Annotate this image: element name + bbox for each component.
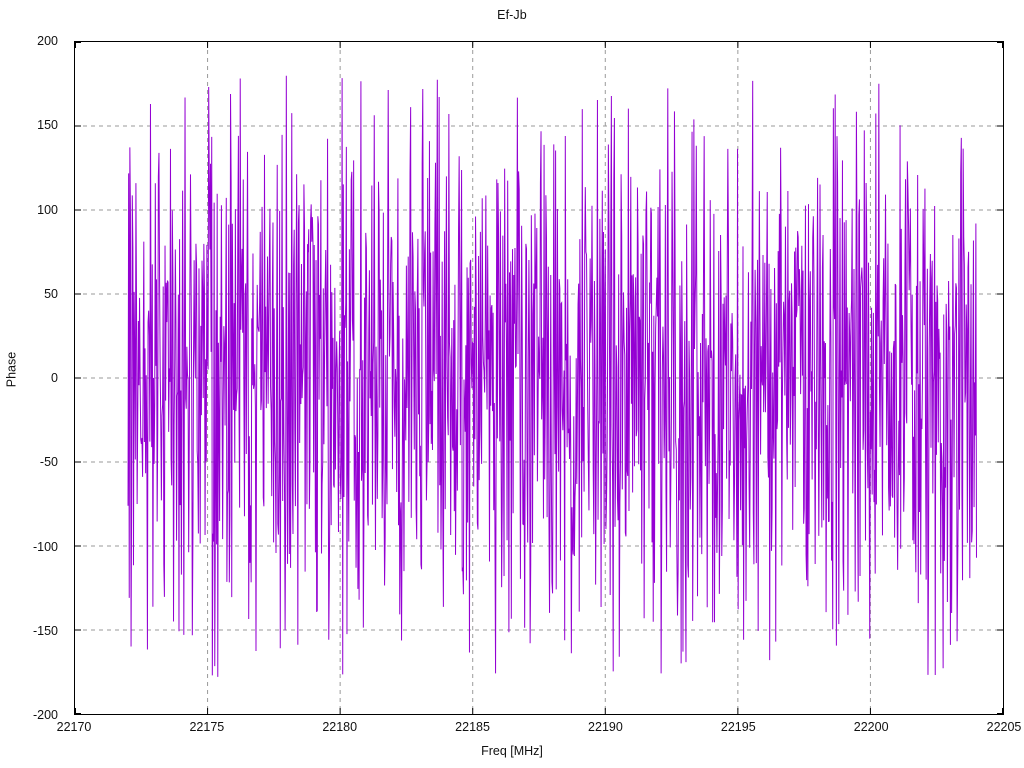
x-tick-label: 22200 <box>853 720 889 734</box>
axis-tick-marks <box>75 42 1003 714</box>
y-tick-label: -200 <box>32 708 58 722</box>
x-tick-label: 22205 <box>986 720 1022 734</box>
x-axis-title: Freq [MHz] <box>481 744 543 758</box>
x-tick-label: 22180 <box>322 720 358 734</box>
tick-marks <box>75 42 1003 714</box>
tick-svg <box>75 42 1003 714</box>
y-tick-label: 150 <box>37 118 58 133</box>
plot-area <box>74 41 1004 715</box>
y-axis-tick-labels: -200 -150 -100 -50 0 50 100 150 200 <box>0 34 68 722</box>
y-tick-label: -50 <box>39 455 58 470</box>
x-tick-label: 22170 <box>56 720 92 734</box>
y-tick-label: 200 <box>37 34 58 48</box>
x-tick-label: 22185 <box>455 720 490 734</box>
y-tick-label: -100 <box>32 539 58 554</box>
y-axis-title: Phase <box>4 351 19 388</box>
y-tick-label: 0 <box>51 371 58 385</box>
x-tick-label: 22175 <box>189 720 225 734</box>
series-ef-jb-phase <box>128 76 976 677</box>
y-tick-label: 100 <box>37 202 58 217</box>
x-tick-label: 22190 <box>588 720 623 734</box>
series-svg <box>75 42 1003 714</box>
x-axis-tick-labels: 22170 22175 22180 22185 22190 22195 22200 22205 <box>0 720 1024 738</box>
y-tick-label: 50 <box>44 286 58 301</box>
y-tick-label: -150 <box>32 623 58 638</box>
x-tick-label: 22195 <box>720 720 756 734</box>
data-trace-layer <box>75 42 1003 714</box>
chart-title: Ef-Jb <box>497 8 527 22</box>
